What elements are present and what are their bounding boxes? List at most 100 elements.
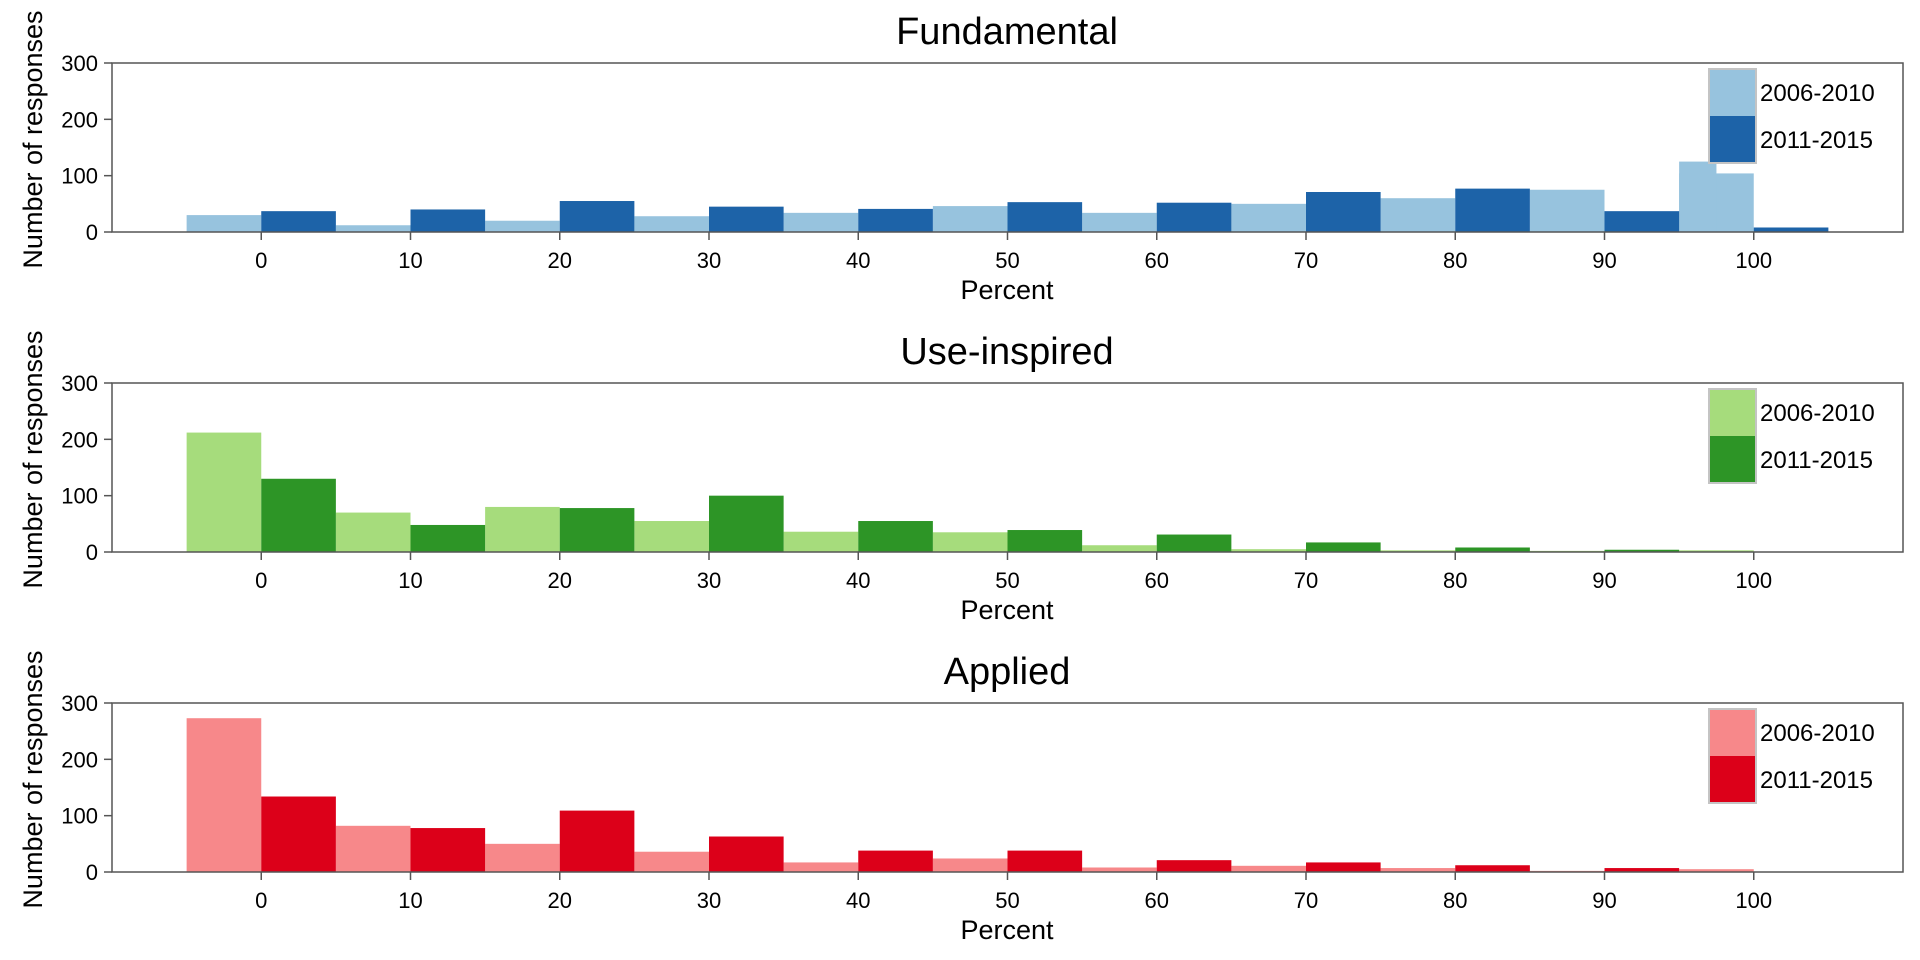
x-tick-label: 70: [1294, 568, 1318, 593]
x-tick-label: 30: [697, 248, 721, 273]
x-axis-label: Percent: [960, 275, 1054, 305]
legend-swatch-1: [1709, 709, 1756, 756]
bar-series-2-x10: [410, 209, 486, 232]
x-tick-label: 70: [1294, 888, 1318, 913]
y-tick-label: 100: [61, 164, 98, 189]
y-axis-label: Number of responses: [18, 650, 48, 908]
legend-swatch-1: [1709, 389, 1756, 436]
bar-series-2-x90: [1604, 868, 1680, 872]
bar-series-2-x50: [1007, 202, 1083, 232]
bar-series-2-x70: [1306, 862, 1381, 872]
x-tick-label: 80: [1443, 888, 1467, 913]
x-tick-label: 0: [255, 888, 267, 913]
bar-series-2-x60: [1156, 534, 1232, 552]
x-tick-label: 10: [398, 888, 422, 913]
bar-series-2-x0: [261, 211, 336, 232]
x-tick-label: 70: [1294, 248, 1318, 273]
bar-series-1-x90: [1529, 189, 1605, 232]
y-axis-label: Number of responses: [18, 10, 48, 268]
bar-series-1-x0: [186, 215, 262, 232]
legend-label-2: 2011-2015: [1760, 127, 1873, 154]
bar-series-2-x20: [559, 201, 635, 232]
bar-series-1-x80: [1380, 550, 1456, 552]
x-tick-label: 90: [1592, 248, 1616, 273]
x-tick-label: 20: [548, 248, 572, 273]
bar-series-1-x80: [1380, 198, 1456, 232]
x-tick-label: 60: [1145, 568, 1169, 593]
bar-series-1-x30: [634, 521, 709, 552]
x-tick-label: 80: [1443, 248, 1467, 273]
bar-series-1-x70: [1231, 203, 1306, 232]
bar-series-1-x40: [783, 862, 859, 872]
bar-series-2-x50: [1007, 530, 1083, 552]
y-tick-label: 0: [86, 540, 98, 565]
bar-series-1-x60: [1082, 212, 1157, 232]
bar-series-1-x30: [634, 851, 709, 872]
chart-panel-2: 0 100 200 300 0 10 20 30 40 50 60 70 80 90 100 Use-insp…: [18, 330, 1904, 625]
legend-label-1: 2006-2010: [1760, 400, 1875, 427]
bar-series-2-x10: [410, 828, 486, 872]
x-axis-label: Percent: [960, 595, 1054, 625]
bar-series-2-x60: [1156, 860, 1232, 872]
x-tick-label: 20: [548, 888, 572, 913]
bar-series-1-x80: [1380, 868, 1456, 872]
y-tick-label: 0: [86, 220, 98, 245]
x-tick-label: 60: [1145, 888, 1169, 913]
bar-series-1-x60: [1082, 545, 1157, 552]
y-tick-label: 300: [61, 691, 98, 716]
bar-series-1-x10: [335, 512, 411, 552]
bar-series-1-extra-1: [1679, 161, 1717, 232]
x-tick-label: 100: [1735, 248, 1772, 273]
bar-series-2-x60: [1156, 202, 1232, 232]
x-tick-label: 80: [1443, 568, 1467, 593]
bar-series-2-x80: [1455, 865, 1530, 872]
bar-series-1-x20: [485, 843, 560, 872]
legend-swatch-frame: [1708, 708, 1757, 804]
bar-series-1-x40: [783, 212, 859, 232]
bar-series-1-x10: [335, 825, 411, 872]
bar-series-2-x0: [261, 796, 336, 872]
bar-series-1-x40: [783, 531, 859, 552]
chart-title: Fundamental: [896, 11, 1118, 53]
bar-series-1-x0: [186, 718, 262, 872]
bar-series-2-x40: [858, 208, 933, 232]
bar-series-1-x10: [335, 225, 411, 232]
bar-series-2-x20: [559, 508, 635, 552]
x-tick-label: 40: [846, 888, 870, 913]
bar-series-1-x60: [1082, 867, 1157, 872]
bar-series-2-x30: [709, 495, 784, 552]
y-axis-label: Number of responses: [18, 330, 48, 588]
x-tick-label: 90: [1592, 568, 1616, 593]
y-tick-label: 0: [86, 860, 98, 885]
x-tick-label: 50: [995, 568, 1019, 593]
x-tick-label: 30: [697, 568, 721, 593]
bar-series-1-x100: [1679, 869, 1754, 872]
legend-label-2: 2011-2015: [1760, 767, 1873, 794]
x-tick-label: 20: [548, 568, 572, 593]
legend-swatch-2: [1709, 756, 1756, 803]
bar-series-2-x30: [709, 836, 784, 872]
bar-series-2-x90: [1604, 549, 1680, 552]
x-tick-label: 50: [995, 888, 1019, 913]
y-tick-label: 300: [61, 51, 98, 76]
x-tick-label: 10: [398, 568, 422, 593]
x-tick-label: 40: [846, 568, 870, 593]
bar-series-1-x30: [634, 216, 709, 232]
x-tick-label: 100: [1735, 888, 1772, 913]
bar-series-2-x90: [1604, 211, 1680, 232]
x-tick-label: 100: [1735, 568, 1772, 593]
bar-series-2-x80: [1455, 547, 1530, 552]
bar-series-1-x20: [485, 506, 560, 552]
bar-series-2-x50: [1007, 850, 1083, 872]
legend-label-1: 2006-2010: [1760, 80, 1875, 107]
legend-swatch-frame: [1708, 388, 1757, 484]
bar-series-1-x0: [186, 432, 262, 552]
y-tick-label: 200: [61, 747, 98, 772]
y-tick-label: 200: [61, 107, 98, 132]
bar-series-1-x70: [1231, 549, 1306, 552]
bar-series-2-x0: [261, 478, 336, 552]
bar-series-2-x40: [858, 521, 933, 552]
x-tick-label: 0: [255, 248, 267, 273]
y-tick-label: 100: [61, 804, 98, 829]
